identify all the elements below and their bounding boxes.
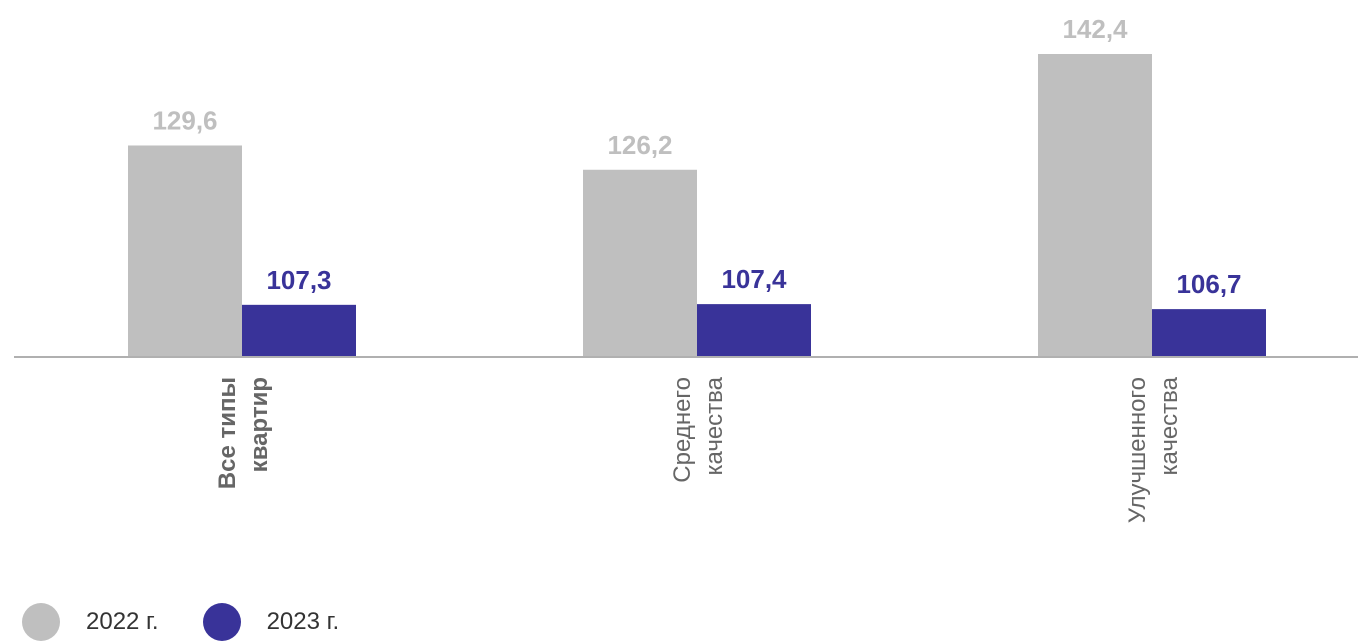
legend-swatch-2023	[202, 603, 241, 641]
data-label-2022-2: 142,4	[1062, 14, 1128, 44]
category-label-1-line-0: Среднего	[669, 377, 696, 483]
legend-item-2023: 2023 г.	[202, 603, 340, 641]
bar-2023-1	[697, 304, 811, 357]
category-label-2: Улучшенного качества	[1124, 376, 1183, 523]
legend-label-2022: 2022 г.	[86, 608, 159, 635]
legend-label-2023: 2023 г.	[266, 608, 340, 635]
bar-2023-2	[1152, 309, 1266, 357]
bar-2022-2	[1038, 54, 1152, 357]
bar-2023-0	[242, 304, 356, 357]
data-label-2023-1: 107,4	[721, 264, 787, 294]
bar-2022-1	[583, 169, 697, 357]
category-label-0-line-1: квартир	[246, 377, 273, 472]
category-label-1: Среднего качества	[669, 376, 728, 482]
category-label-2-line-1: качества	[1156, 376, 1183, 475]
category-label-0: Все типы квартир	[214, 377, 273, 489]
data-label-2022-0: 129,6	[152, 105, 217, 135]
legend-item-2022: 2022 г.	[22, 603, 159, 641]
category-label-2-line-0: Улучшенного	[1124, 377, 1151, 523]
data-label-2023-0: 107,3	[266, 265, 331, 295]
data-label-2023-2: 106,7	[1176, 269, 1241, 299]
data-label-2022-1: 126,2	[607, 130, 672, 160]
legend: 2022 г. 2023 г.	[22, 603, 383, 641]
category-label-0-line-0: Все типы	[214, 377, 241, 489]
bar-chart: 129,6 107,3 Все типы квартир 126,2 107,4 Средн…	[14, 14, 1358, 523]
category-label-1-line-1: качества	[701, 376, 728, 475]
bar-2022-0	[128, 145, 242, 357]
legend-swatch-2022	[22, 603, 60, 641]
